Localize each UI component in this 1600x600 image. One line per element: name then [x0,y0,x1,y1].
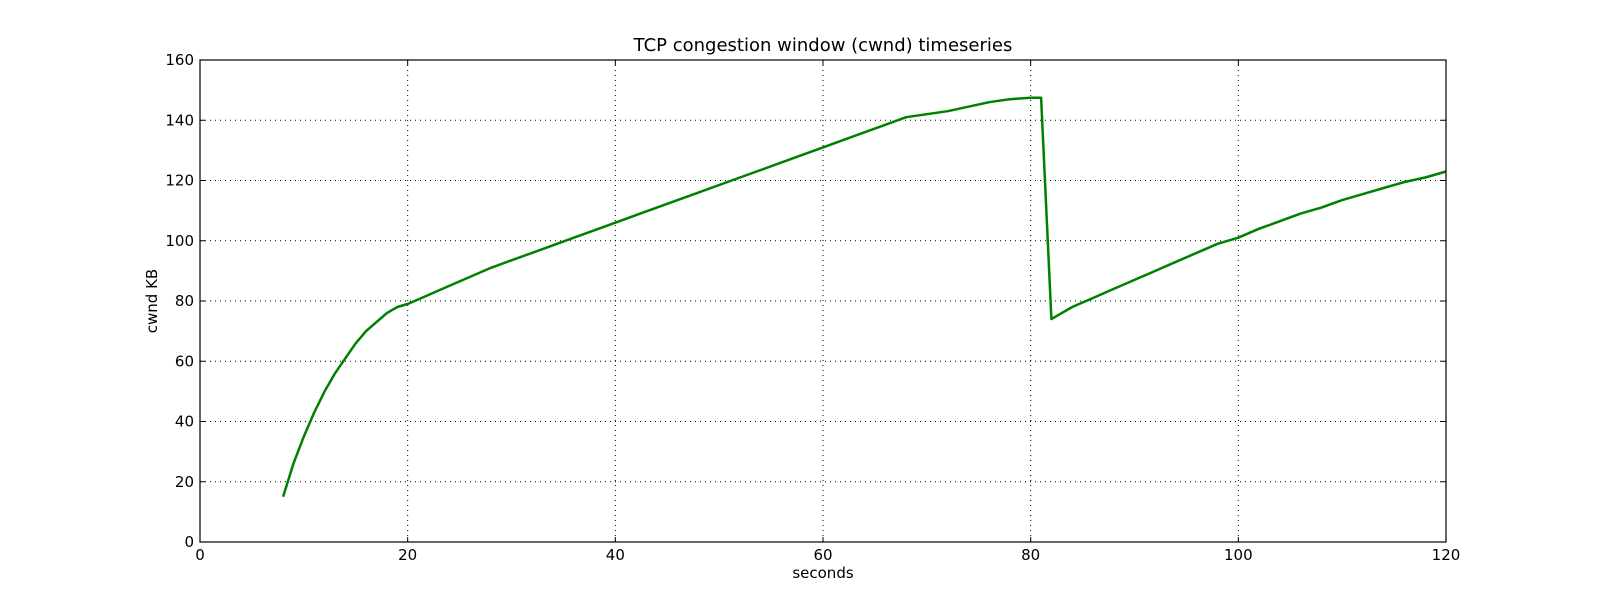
y-tick-label: 0 [184,533,194,551]
x-tick-label: 20 [398,546,417,564]
y-tick-label: 100 [165,232,194,250]
y-axis-label: cwnd KB [143,269,161,333]
tick-labels: 0 20 40 60 80 100 120 0 20 40 60 80 100 120 140 160 [165,51,1460,564]
series-layer [281,96,1447,498]
x-tick-label: 0 [195,546,205,564]
x-tick-label: 60 [813,546,832,564]
grid [200,60,1446,542]
x-tick-label: 100 [1224,546,1253,564]
cwnd-series-line [281,96,1447,498]
x-axis-label: seconds [792,564,853,582]
y-tick-label: 20 [175,473,194,491]
x-tick-label: 80 [1021,546,1040,564]
y-tick-label: 60 [175,352,194,370]
y-tick-label: 120 [165,172,194,190]
ticks [199,59,1447,543]
x-tick-label: 40 [606,546,625,564]
chart-title: TCP congestion window (cwnd) timeseries [633,35,1013,56]
y-tick-label: 160 [165,51,194,69]
y-tick-label: 80 [175,292,194,310]
y-tick-label: 140 [165,111,194,129]
y-tick-label: 40 [175,413,194,431]
x-tick-label: 120 [1432,546,1461,564]
